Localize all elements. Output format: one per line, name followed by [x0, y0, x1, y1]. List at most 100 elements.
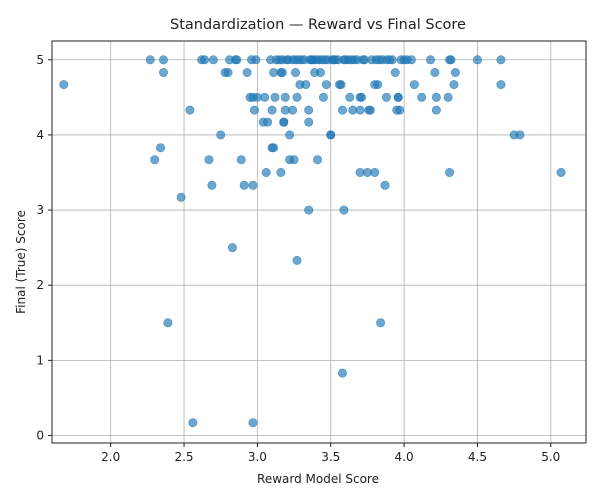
data-point	[376, 318, 386, 328]
data-point	[291, 68, 301, 78]
data-point	[370, 167, 380, 177]
data-point	[321, 80, 331, 90]
data-point	[59, 80, 69, 90]
data-point	[288, 105, 298, 115]
data-point	[145, 55, 155, 65]
data-point	[336, 80, 346, 90]
data-point	[292, 92, 302, 102]
data-point	[270, 92, 280, 102]
data-point	[236, 155, 246, 165]
data-point	[248, 180, 258, 190]
data-point	[280, 92, 290, 102]
data-point	[242, 68, 252, 78]
data-point	[446, 55, 456, 65]
data-point	[204, 155, 214, 165]
data-point	[208, 55, 218, 65]
data-point	[431, 92, 441, 102]
data-point	[387, 55, 397, 65]
data-point	[249, 105, 259, 115]
data-point	[381, 92, 391, 102]
data-point	[158, 55, 168, 65]
data-point	[443, 92, 453, 102]
data-point	[200, 55, 210, 65]
data-point	[313, 155, 323, 165]
data-point	[301, 80, 311, 90]
data-point	[393, 92, 403, 102]
data-point	[315, 68, 325, 78]
data-point	[163, 318, 173, 328]
data-point	[279, 117, 289, 127]
data-point	[289, 155, 299, 165]
x-axis-ticks: 2.0 2.5 3.0 3.5 4.0 4.5 5.0	[101, 443, 560, 464]
data-point	[304, 117, 314, 127]
y-tick-label: 0	[36, 428, 44, 442]
data-point	[496, 55, 506, 65]
data-point	[380, 180, 390, 190]
y-tick-label: 5	[36, 53, 44, 67]
data-point	[156, 143, 166, 153]
data-point	[337, 105, 347, 115]
data-point	[449, 80, 459, 90]
data-point	[395, 105, 405, 115]
data-point	[248, 418, 258, 428]
x-tick-label: 2.0	[101, 450, 120, 464]
y-tick-label: 3	[36, 203, 44, 217]
data-point	[318, 92, 328, 102]
data-point	[556, 167, 566, 177]
x-tick-label: 5.0	[541, 450, 560, 464]
data-point	[496, 80, 506, 90]
data-point	[417, 92, 427, 102]
data-point	[261, 167, 271, 177]
data-point	[425, 55, 435, 65]
data-point	[292, 255, 302, 265]
data-point	[263, 117, 273, 127]
data-point	[357, 92, 367, 102]
data-point	[185, 105, 195, 115]
data-point	[207, 180, 217, 190]
data-point	[345, 92, 355, 102]
data-point	[216, 130, 226, 140]
data-point	[239, 180, 249, 190]
data-point	[267, 105, 277, 115]
plot-frame	[51, 40, 587, 444]
x-axis-title: Reward Model Score	[257, 472, 379, 486]
data-point	[276, 167, 286, 177]
data-point	[472, 55, 482, 65]
data-point	[251, 55, 261, 65]
data-point	[304, 205, 314, 215]
data-point	[227, 243, 237, 253]
data-point	[158, 68, 168, 78]
data-point	[223, 68, 233, 78]
data-points	[59, 55, 566, 428]
x-tick-label: 2.5	[174, 450, 193, 464]
data-point	[406, 55, 416, 65]
data-point	[355, 105, 365, 115]
data-point	[373, 80, 383, 90]
data-point	[337, 368, 347, 378]
data-point	[515, 130, 525, 140]
data-point	[269, 143, 279, 153]
data-point	[304, 105, 314, 115]
data-point	[390, 68, 400, 78]
x-tick-label: 4.5	[468, 450, 487, 464]
data-point	[176, 192, 186, 202]
data-point	[409, 80, 419, 90]
data-point	[365, 105, 375, 115]
data-point	[450, 68, 460, 78]
data-point	[431, 105, 441, 115]
y-axis-title: Final (True) Score	[14, 210, 28, 314]
data-point	[150, 155, 160, 165]
x-tick-label: 3.0	[248, 450, 267, 464]
data-point	[430, 68, 440, 78]
data-point	[445, 167, 455, 177]
data-point	[285, 130, 295, 140]
data-point	[339, 205, 349, 215]
chart-title: Standardization — Reward vs Final Score	[170, 17, 466, 33]
data-point	[188, 418, 198, 428]
data-point	[260, 92, 270, 102]
x-tick-label: 4.0	[395, 450, 414, 464]
data-point	[326, 130, 336, 140]
y-tick-label: 4	[36, 128, 44, 142]
